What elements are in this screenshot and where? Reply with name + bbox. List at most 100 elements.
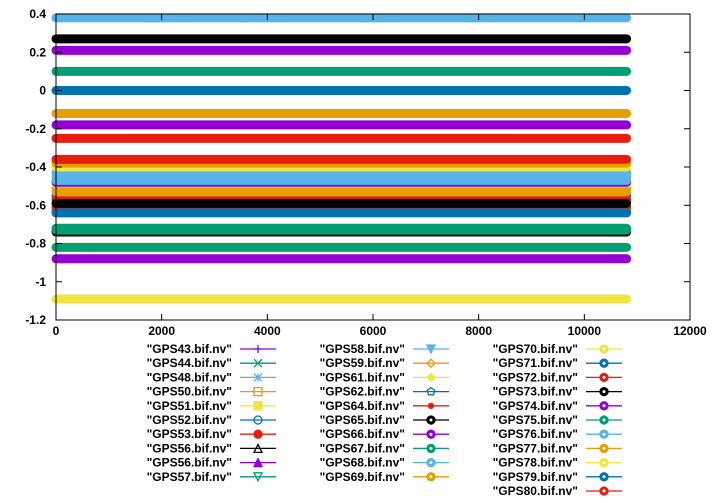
legend-entry: "GPS61.bif.nv"	[320, 370, 449, 384]
legend-entry: "GPS80.bif.nv"	[493, 484, 622, 498]
legend-entry: "GPS52.bif.nv"	[147, 413, 276, 427]
legend-entry: "GPS65.bif.nv"	[320, 413, 449, 427]
legend-marker-center	[602, 361, 606, 365]
legend-label: "GPS64.bif.nv"	[320, 399, 405, 413]
axis-layer: 0 2000 4000 6000 8000 10000 12000 0.4 0.2 0 -0.2 -0…	[25, 7, 707, 338]
legend-label: "GPS71.bif.nv"	[493, 356, 578, 370]
legend-marker	[253, 386, 263, 397]
legend-label: "GPS57.bif.nv"	[147, 470, 232, 484]
legend-entry: "GPS57.bif.nv"	[147, 470, 276, 484]
legend-entry: "GPS77.bif.nv"	[493, 441, 622, 455]
legend-label: "GPS73.bif.nv"	[493, 385, 578, 399]
legend-label: "GPS59.bif.nv"	[320, 356, 405, 370]
legend-label: "GPS44.bif.nv"	[147, 356, 232, 370]
legend-marker	[426, 372, 436, 383]
y-tick-label: 0.4	[29, 7, 46, 21]
legend-label: "GPS58.bif.nv"	[320, 342, 405, 356]
x-tick-label: 10000	[568, 324, 602, 338]
legend-entry: "GPS62.bif.nv"	[320, 385, 449, 399]
legend-marker-center	[429, 461, 433, 465]
legend-marker-center	[602, 404, 606, 408]
legend-entry: "GPS71.bif.nv"	[493, 356, 622, 370]
legend-entry: "GPS73.bif.nv"	[493, 385, 622, 399]
legend-entry: "GPS64.bif.nv"	[320, 399, 449, 413]
legend-label: "GPS56.bif.nv"	[147, 441, 232, 455]
legend-entry: "GPS58.bif.nv"	[320, 342, 449, 356]
legend-marker	[252, 457, 264, 468]
legend-label: "GPS68.bif.nv"	[320, 456, 405, 470]
legend-entry: "GPS75.bif.nv"	[493, 413, 622, 427]
y-tick-label: -0.2	[25, 122, 46, 136]
legend-entry: "GPS56.bif.nv"	[147, 441, 276, 455]
legend-label: "GPS56.bif.nv"	[147, 456, 232, 470]
legend-marker-center	[602, 446, 606, 450]
legend-entry: "GPS66.bif.nv"	[320, 427, 449, 441]
legend-entry: "GPS44.bif.nv"	[147, 356, 276, 370]
y-tick-label: -0.4	[25, 160, 46, 174]
legend-label: "GPS72.bif.nv"	[493, 370, 578, 384]
legend-label: "GPS74.bif.nv"	[493, 399, 578, 413]
legend-marker-center	[602, 475, 606, 479]
x-tick-label: 4000	[254, 324, 281, 338]
legend-label: "GPS75.bif.nv"	[493, 413, 578, 427]
legend-marker	[426, 358, 436, 369]
legend-label: "GPS66.bif.nv"	[320, 427, 405, 441]
legend-entry: "GPS68.bif.nv"	[320, 456, 449, 470]
legend-entry: "GPS50.bif.nv"	[147, 385, 276, 399]
x-tick-label: 0	[53, 324, 60, 338]
legend-marker	[254, 345, 262, 353]
legend-entry: "GPS51.bif.nv"	[147, 399, 276, 413]
legend: "GPS43.bif.nv""GPS44.bif.nv""GPS48.bif.n…	[147, 342, 622, 498]
legend-marker-center	[602, 418, 606, 422]
legend-marker	[253, 415, 263, 425]
legend-marker-center	[429, 432, 433, 436]
legend-label: "GPS48.bif.nv"	[147, 370, 232, 384]
series-layer	[51, 13, 632, 304]
x-tick-label: 12000	[673, 324, 707, 338]
legend-label: "GPS61.bif.nv"	[320, 370, 405, 384]
legend-marker	[427, 402, 435, 409]
legend-marker	[253, 401, 263, 411]
legend-label: "GPS51.bif.nv"	[147, 399, 232, 413]
legend-entry: "GPS76.bif.nv"	[493, 427, 622, 441]
y-tick-label: 0.2	[29, 45, 46, 59]
legend-marker-center	[429, 446, 433, 450]
legend-label: "GPS76.bif.nv"	[493, 427, 578, 441]
legend-entry: "GPS53.bif.nv"	[147, 427, 276, 441]
legend-label: "GPS43.bif.nv"	[147, 342, 232, 356]
legend-label: "GPS62.bif.nv"	[320, 385, 405, 399]
legend-label: "GPS79.bif.nv"	[493, 470, 578, 484]
legend-label: "GPS65.bif.nv"	[320, 413, 405, 427]
legend-label: "GPS53.bif.nv"	[147, 427, 232, 441]
legend-entry: "GPS74.bif.nv"	[493, 399, 622, 413]
legend-label: "GPS69.bif.nv"	[320, 470, 405, 484]
legend-label: "GPS50.bif.nv"	[147, 385, 232, 399]
legend-marker-center	[602, 375, 606, 379]
legend-entry: "GPS78.bif.nv"	[493, 456, 622, 470]
legend-entry: "GPS43.bif.nv"	[147, 342, 276, 356]
legend-label: "GPS80.bif.nv"	[493, 484, 578, 498]
y-tick-label: -1	[35, 275, 46, 289]
legend-marker	[252, 442, 264, 454]
legend-marker-center	[602, 461, 606, 465]
legend-marker	[253, 358, 263, 368]
legend-marker-center	[602, 489, 606, 493]
legend-marker	[425, 344, 437, 355]
x-tick-label: 2000	[148, 324, 175, 338]
legend-label: "GPS67.bif.nv"	[320, 441, 405, 455]
y-tick-label: -0.8	[25, 237, 46, 251]
y-tick-label: -0.6	[25, 198, 46, 212]
legend-marker	[253, 429, 263, 439]
y-tick-label: 0	[39, 84, 46, 98]
legend-entry: "GPS79.bif.nv"	[493, 470, 622, 484]
legend-marker	[253, 372, 263, 382]
legend-entry: "GPS69.bif.nv"	[320, 470, 449, 484]
legend-marker-center	[602, 347, 606, 351]
legend-marker	[252, 472, 264, 483]
legend-marker-center	[602, 390, 606, 394]
x-tick-label: 8000	[465, 324, 492, 338]
legend-entry: "GPS67.bif.nv"	[320, 441, 449, 455]
legend-marker-center	[602, 432, 606, 436]
legend-entry: "GPS72.bif.nv"	[493, 370, 622, 384]
